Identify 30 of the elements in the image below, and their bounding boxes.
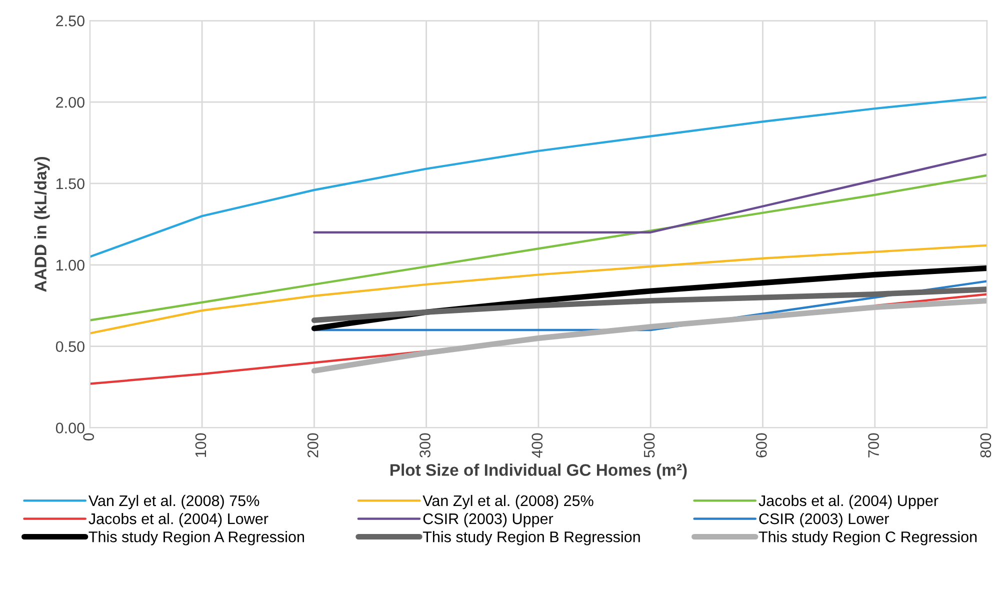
- x-tick-label: 200: [307, 433, 318, 458]
- legend-label: This study Region A Regression: [88, 531, 304, 546]
- line-series: [313, 153, 988, 234]
- y-axis-title: AADD in (kL/day): [34, 156, 50, 292]
- x-tick-label: 800: [980, 433, 992, 458]
- x-tick-label: 500: [644, 433, 655, 458]
- legend-label: Van Zyl et al. (2008) 25%: [422, 494, 594, 510]
- legend-label: CSIR (2003) Lower: [759, 512, 889, 528]
- legend-label: Jacobs et al. (2004) Lower: [88, 512, 268, 528]
- y-tick-label: 0.00: [56, 422, 84, 434]
- y-tick-label: 1.50: [56, 178, 84, 190]
- y-tick-label: 0.50: [56, 341, 84, 352]
- x-tick-label: 600: [756, 433, 767, 458]
- y-tick-label: 1.00: [56, 260, 84, 271]
- x-tick-label: 400: [532, 433, 543, 458]
- y-tick-label: 2.00: [56, 96, 84, 108]
- line-series: [90, 96, 988, 258]
- legend-label: Van Zyl et al. (2008) 75%: [88, 494, 260, 510]
- x-axis-title: Plot Size of Individual GC Homes (m²): [390, 464, 687, 480]
- legend-label: This study Region B Regression: [422, 531, 640, 546]
- x-tick-label: 100: [195, 433, 206, 457]
- line-series: [90, 174, 988, 322]
- x-tick-label: 700: [868, 433, 879, 458]
- x-tick-label: 0: [83, 433, 94, 441]
- legend-label: This study Region C Regression: [758, 531, 977, 546]
- x-tick-label: 300: [420, 433, 430, 458]
- legend-label: CSIR (2003) Upper: [423, 512, 554, 528]
- line-series: [90, 244, 988, 334]
- legend-label: Jacobs et al. (2004) Upper: [758, 494, 938, 510]
- y-tick-label: 2.50: [56, 16, 84, 26]
